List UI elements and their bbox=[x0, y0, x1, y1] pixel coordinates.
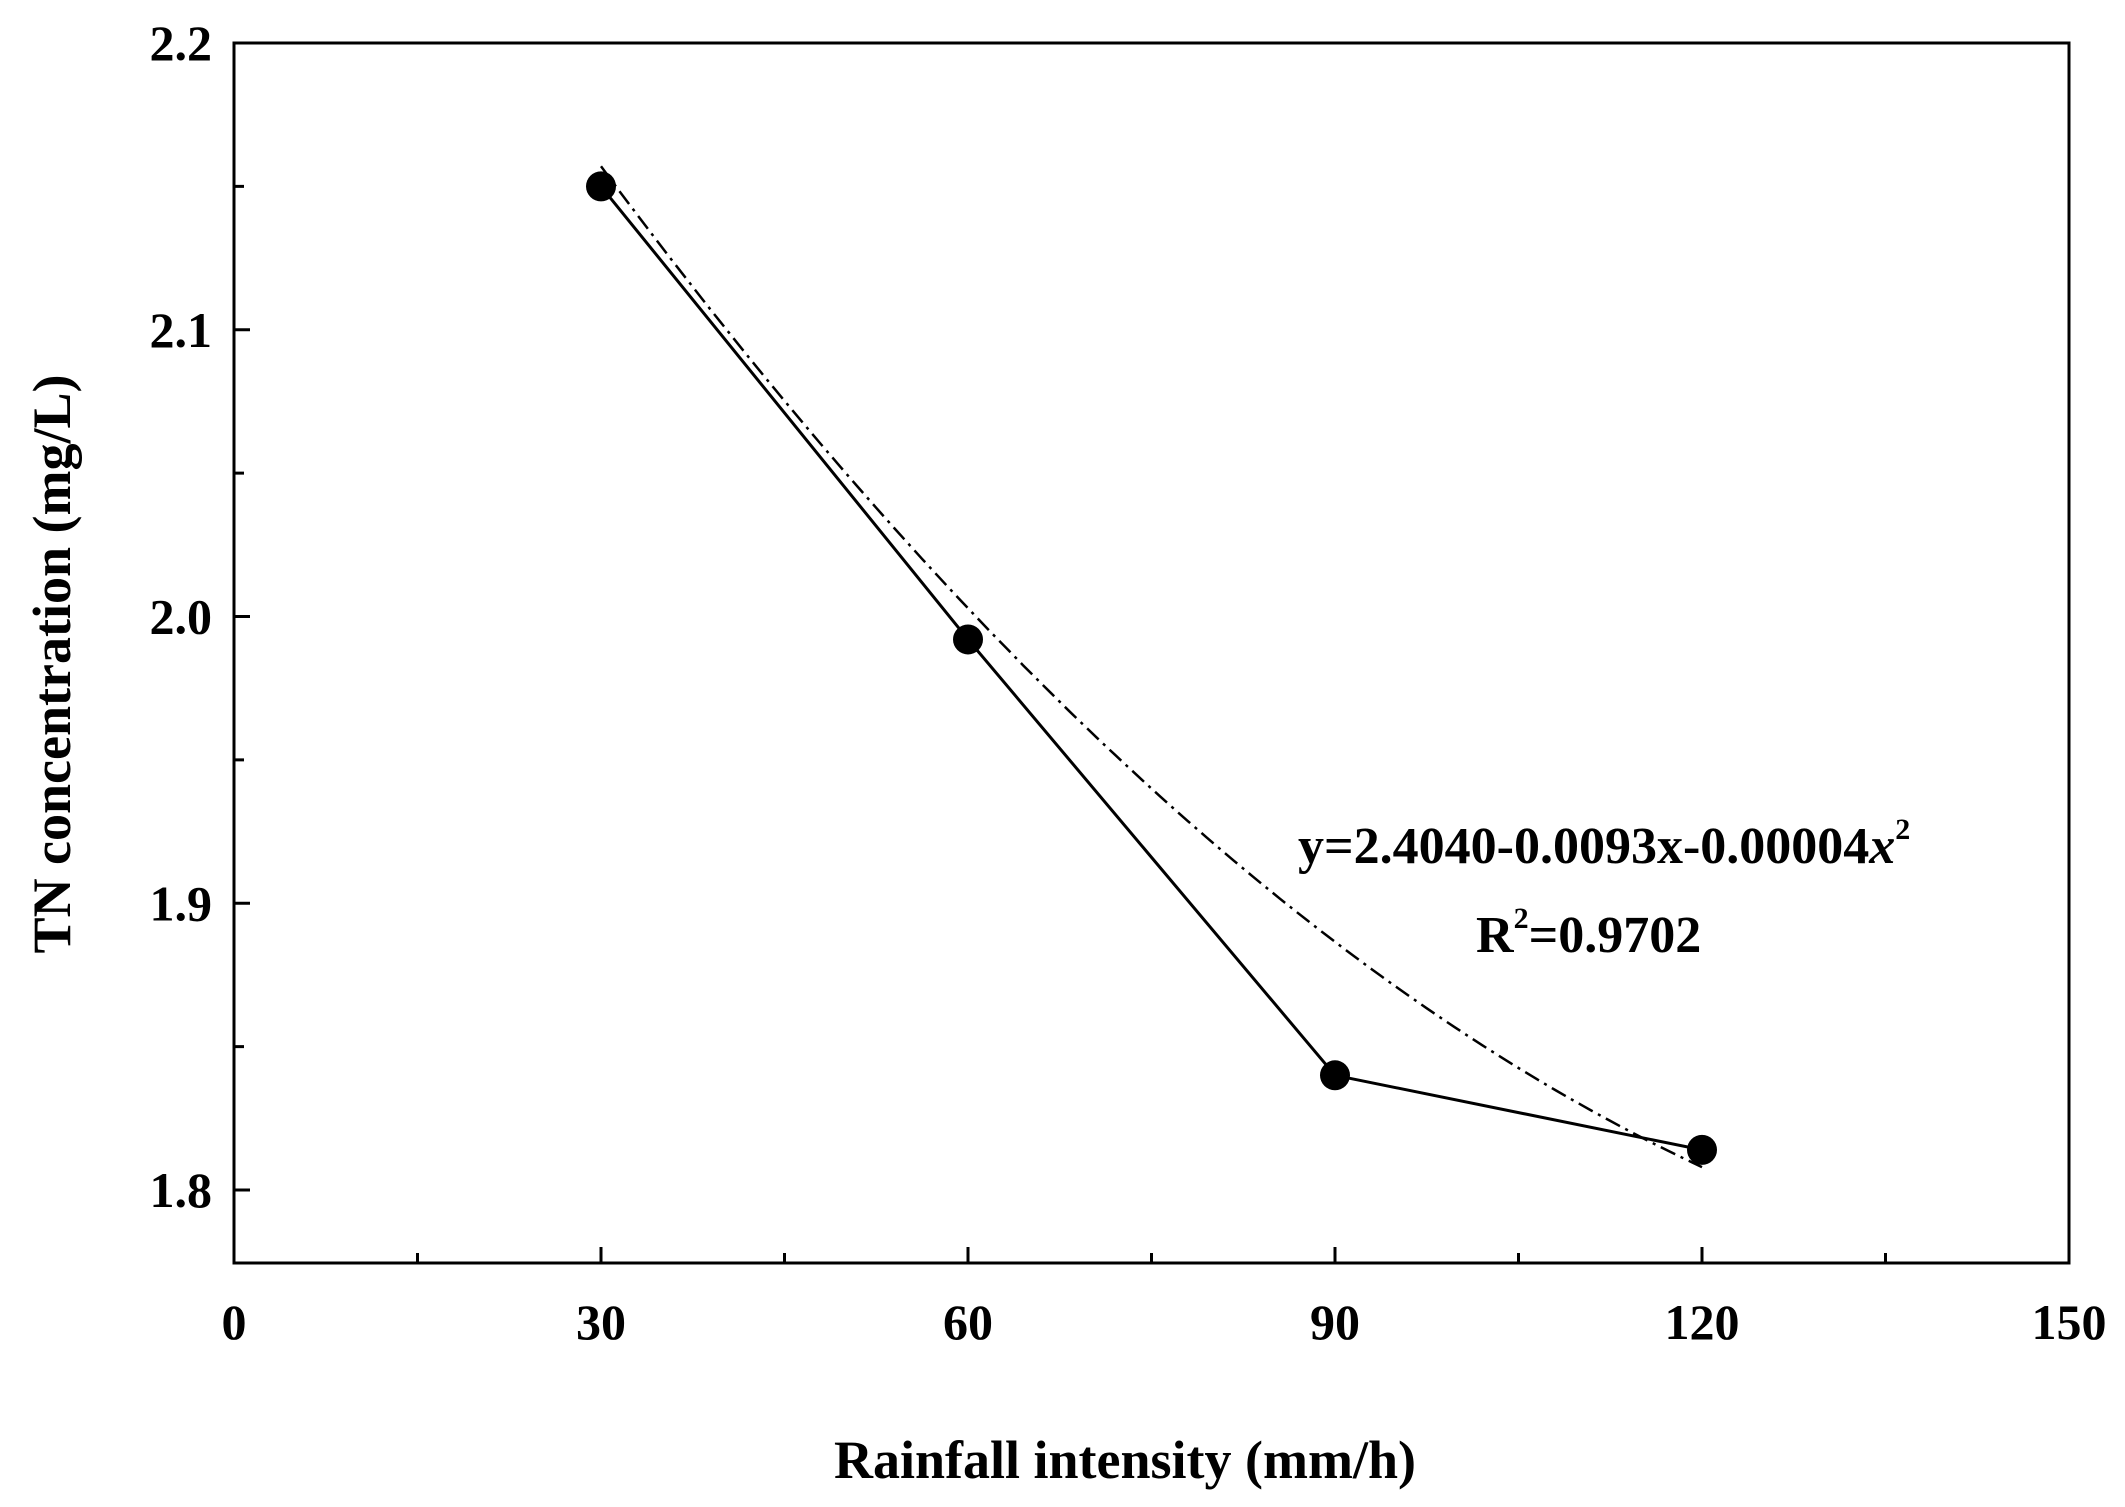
y-tick-label: 1.8 bbox=[150, 1162, 213, 1218]
data-point-marker bbox=[586, 171, 616, 202]
fit-curve-group bbox=[599, 165, 1703, 1169]
fit-equation: y=2.4040-0.0093x-0.00004x2 bbox=[1298, 813, 1910, 875]
x-tick-label: 60 bbox=[943, 1294, 993, 1350]
x-tick-label: 150 bbox=[2032, 1294, 2107, 1350]
r-squared-label: R2=0.9702 bbox=[1476, 902, 1701, 964]
fit-equation-variable: x bbox=[1868, 818, 1895, 875]
fit-equation-main: y=2.4040-0.0093x-0.00004 bbox=[1298, 818, 1869, 875]
r-squared-symbol: R bbox=[1476, 907, 1515, 964]
r-squared-value: =0.9702 bbox=[1529, 907, 1702, 964]
fit-curve bbox=[599, 165, 1703, 1169]
plot-frame bbox=[232, 41, 2071, 1265]
r-squared-exponent: 2 bbox=[1514, 902, 1529, 935]
data-point-marker bbox=[953, 624, 983, 655]
y-tick-label: 1.9 bbox=[150, 875, 213, 931]
data-point-marker bbox=[1687, 1134, 1717, 1165]
y-tick-label: 2.2 bbox=[150, 15, 213, 71]
y-tick-label: 2.0 bbox=[150, 589, 213, 645]
tick-labels-group: 0 30 60 90 120 150 1.8 1.9 2.0 2.1 2.2 bbox=[150, 15, 2107, 1350]
axes bbox=[232, 41, 2071, 1265]
observed-series-line bbox=[599, 185, 1703, 1152]
x-tick-label: 30 bbox=[576, 1294, 626, 1350]
x-tick-label: 120 bbox=[1665, 1294, 1740, 1350]
x-tick-label: 0 bbox=[222, 1294, 247, 1350]
fit-equation-exponent: 2 bbox=[1895, 813, 1910, 846]
x-tick-label: 90 bbox=[1310, 1294, 1360, 1350]
y-axis-title: TN concentration (mg/L) bbox=[22, 375, 82, 954]
y-tick-label: 2.1 bbox=[150, 302, 213, 358]
data-point-marker bbox=[1320, 1060, 1350, 1091]
data-series-group bbox=[586, 171, 1717, 1165]
x-axis-title: Rainfall intensity (mm/h) bbox=[834, 1430, 1416, 1490]
